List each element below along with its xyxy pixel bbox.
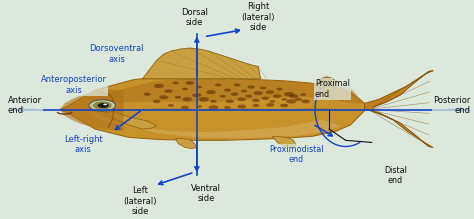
Circle shape [247, 85, 255, 89]
Circle shape [266, 103, 274, 107]
Circle shape [153, 100, 161, 103]
Polygon shape [175, 138, 197, 148]
Circle shape [226, 100, 234, 103]
Circle shape [295, 98, 302, 101]
Circle shape [289, 94, 299, 98]
Polygon shape [315, 77, 338, 85]
Circle shape [159, 95, 168, 99]
Circle shape [215, 83, 221, 86]
Polygon shape [86, 110, 341, 138]
Polygon shape [86, 78, 365, 103]
Circle shape [154, 84, 164, 88]
Circle shape [103, 104, 107, 105]
Circle shape [209, 105, 219, 110]
Circle shape [224, 88, 231, 92]
Circle shape [219, 95, 226, 98]
Text: Anteroposterior
axis: Anteroposterior axis [41, 75, 107, 95]
Circle shape [245, 95, 252, 98]
Circle shape [254, 91, 263, 95]
Circle shape [192, 93, 201, 97]
Circle shape [281, 98, 287, 101]
Text: Proximodistal
end: Proximodistal end [269, 145, 323, 164]
Circle shape [266, 90, 274, 94]
Circle shape [175, 96, 181, 99]
Circle shape [144, 93, 151, 96]
Circle shape [252, 99, 260, 102]
Circle shape [199, 97, 209, 102]
Circle shape [260, 87, 266, 90]
Circle shape [276, 88, 283, 90]
Polygon shape [365, 71, 433, 148]
Text: Dorsoventral
axis: Dorsoventral axis [89, 44, 144, 64]
Text: Distal
end: Distal end [384, 166, 407, 185]
Circle shape [164, 89, 173, 93]
Text: Dorsal
side: Dorsal side [181, 7, 208, 27]
Circle shape [280, 104, 288, 107]
Circle shape [234, 83, 240, 87]
Circle shape [93, 101, 112, 110]
Text: Left
(lateral)
side: Left (lateral) side [123, 186, 157, 216]
Circle shape [196, 86, 202, 88]
Circle shape [181, 106, 189, 109]
Circle shape [168, 104, 174, 107]
Polygon shape [273, 136, 296, 148]
Circle shape [231, 92, 238, 96]
Circle shape [182, 97, 192, 101]
Circle shape [210, 100, 217, 103]
Circle shape [98, 103, 109, 108]
Circle shape [89, 100, 116, 111]
Circle shape [206, 90, 216, 94]
Circle shape [273, 94, 282, 98]
Text: Proximal
end: Proximal end [315, 79, 350, 99]
Circle shape [301, 99, 310, 103]
Circle shape [270, 100, 275, 103]
Text: Ventral
side: Ventral side [191, 184, 221, 203]
Polygon shape [60, 76, 365, 140]
Text: Left-right
axis: Left-right axis [64, 135, 103, 154]
Circle shape [241, 90, 247, 92]
Circle shape [196, 105, 202, 108]
Text: Anterior
end: Anterior end [8, 96, 42, 115]
Polygon shape [143, 48, 261, 79]
Circle shape [284, 92, 294, 96]
Circle shape [185, 81, 194, 85]
Circle shape [237, 97, 246, 101]
Polygon shape [105, 112, 156, 129]
Circle shape [252, 104, 259, 107]
Polygon shape [60, 89, 124, 131]
Circle shape [237, 105, 246, 108]
Circle shape [182, 88, 188, 90]
Circle shape [261, 97, 269, 100]
Circle shape [173, 81, 179, 84]
Text: Right
(lateral)
side: Right (lateral) side [242, 2, 275, 32]
Circle shape [224, 106, 231, 109]
Circle shape [300, 93, 306, 96]
Text: Posterior
end: Posterior end [434, 96, 471, 115]
Circle shape [286, 99, 296, 104]
